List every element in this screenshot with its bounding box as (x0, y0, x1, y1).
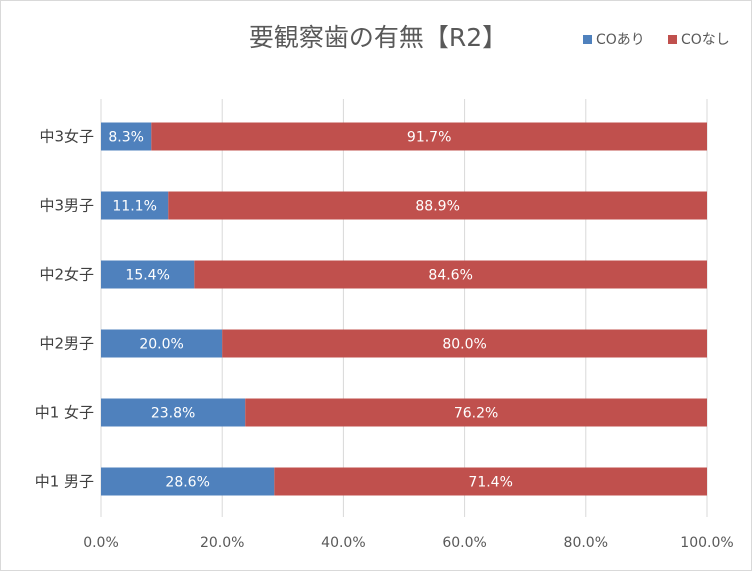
legend-swatch (668, 35, 677, 44)
gridlines (100, 99, 708, 517)
bar-segment (101, 398, 246, 427)
bar-segment (274, 467, 707, 496)
bar-segment (101, 122, 152, 151)
category-label: 中2女子 (39, 266, 94, 284)
bar-segment (101, 191, 169, 220)
x-tick-label: 60.0% (442, 535, 486, 551)
x-tick-label: 100.0% (680, 535, 733, 551)
legend: COあり COなし (583, 32, 730, 48)
data-label: 84.6% (428, 268, 472, 284)
legend-label: COなし (681, 32, 730, 48)
legend-swatch (583, 35, 592, 44)
data-label: 91.7% (407, 130, 451, 146)
data-label: 88.9% (415, 199, 459, 215)
data-label: 11.1% (112, 199, 156, 215)
bar-segment (168, 191, 708, 220)
bar-segment (101, 467, 275, 496)
x-tick-label: 40.0% (321, 535, 365, 551)
bars: 8.3% 91.7% 11.1% 88.9% 15.4% 84.6% 20.0% 80.0% 2… (101, 122, 708, 496)
bar-segment (245, 398, 707, 427)
data-label: 76.2% (454, 406, 498, 422)
data-label: 28.6% (165, 475, 209, 491)
bar-segment (222, 329, 707, 358)
x-tick-label: 20.0% (200, 535, 244, 551)
category-label: 中3女子 (39, 128, 94, 146)
bar-segment (101, 260, 195, 289)
bar-segment (194, 260, 708, 289)
bar-segment (151, 122, 708, 151)
x-tick-label: 0.0% (83, 535, 119, 551)
data-label: 80.0% (442, 337, 486, 353)
category-label: 中1 男子 (35, 473, 94, 491)
bar-segment (101, 329, 223, 358)
data-label: 23.8% (151, 406, 195, 422)
x-axis-ticks: 0.0% 20.0% 40.0% 60.0% 80.0% 100.0% (83, 535, 733, 551)
data-label: 8.3% (108, 130, 144, 146)
data-label: 15.4% (125, 268, 169, 284)
category-label: 中2男子 (39, 335, 94, 353)
legend-label: COあり (596, 32, 645, 48)
category-label: 中3男子 (39, 197, 94, 215)
category-label: 中1 女子 (35, 404, 94, 422)
chart-title: 要観察歯の有無【R2】 (249, 23, 507, 52)
x-tick-label: 80.0% (564, 535, 608, 551)
data-label: 71.4% (468, 475, 512, 491)
data-label: 20.0% (139, 337, 183, 353)
